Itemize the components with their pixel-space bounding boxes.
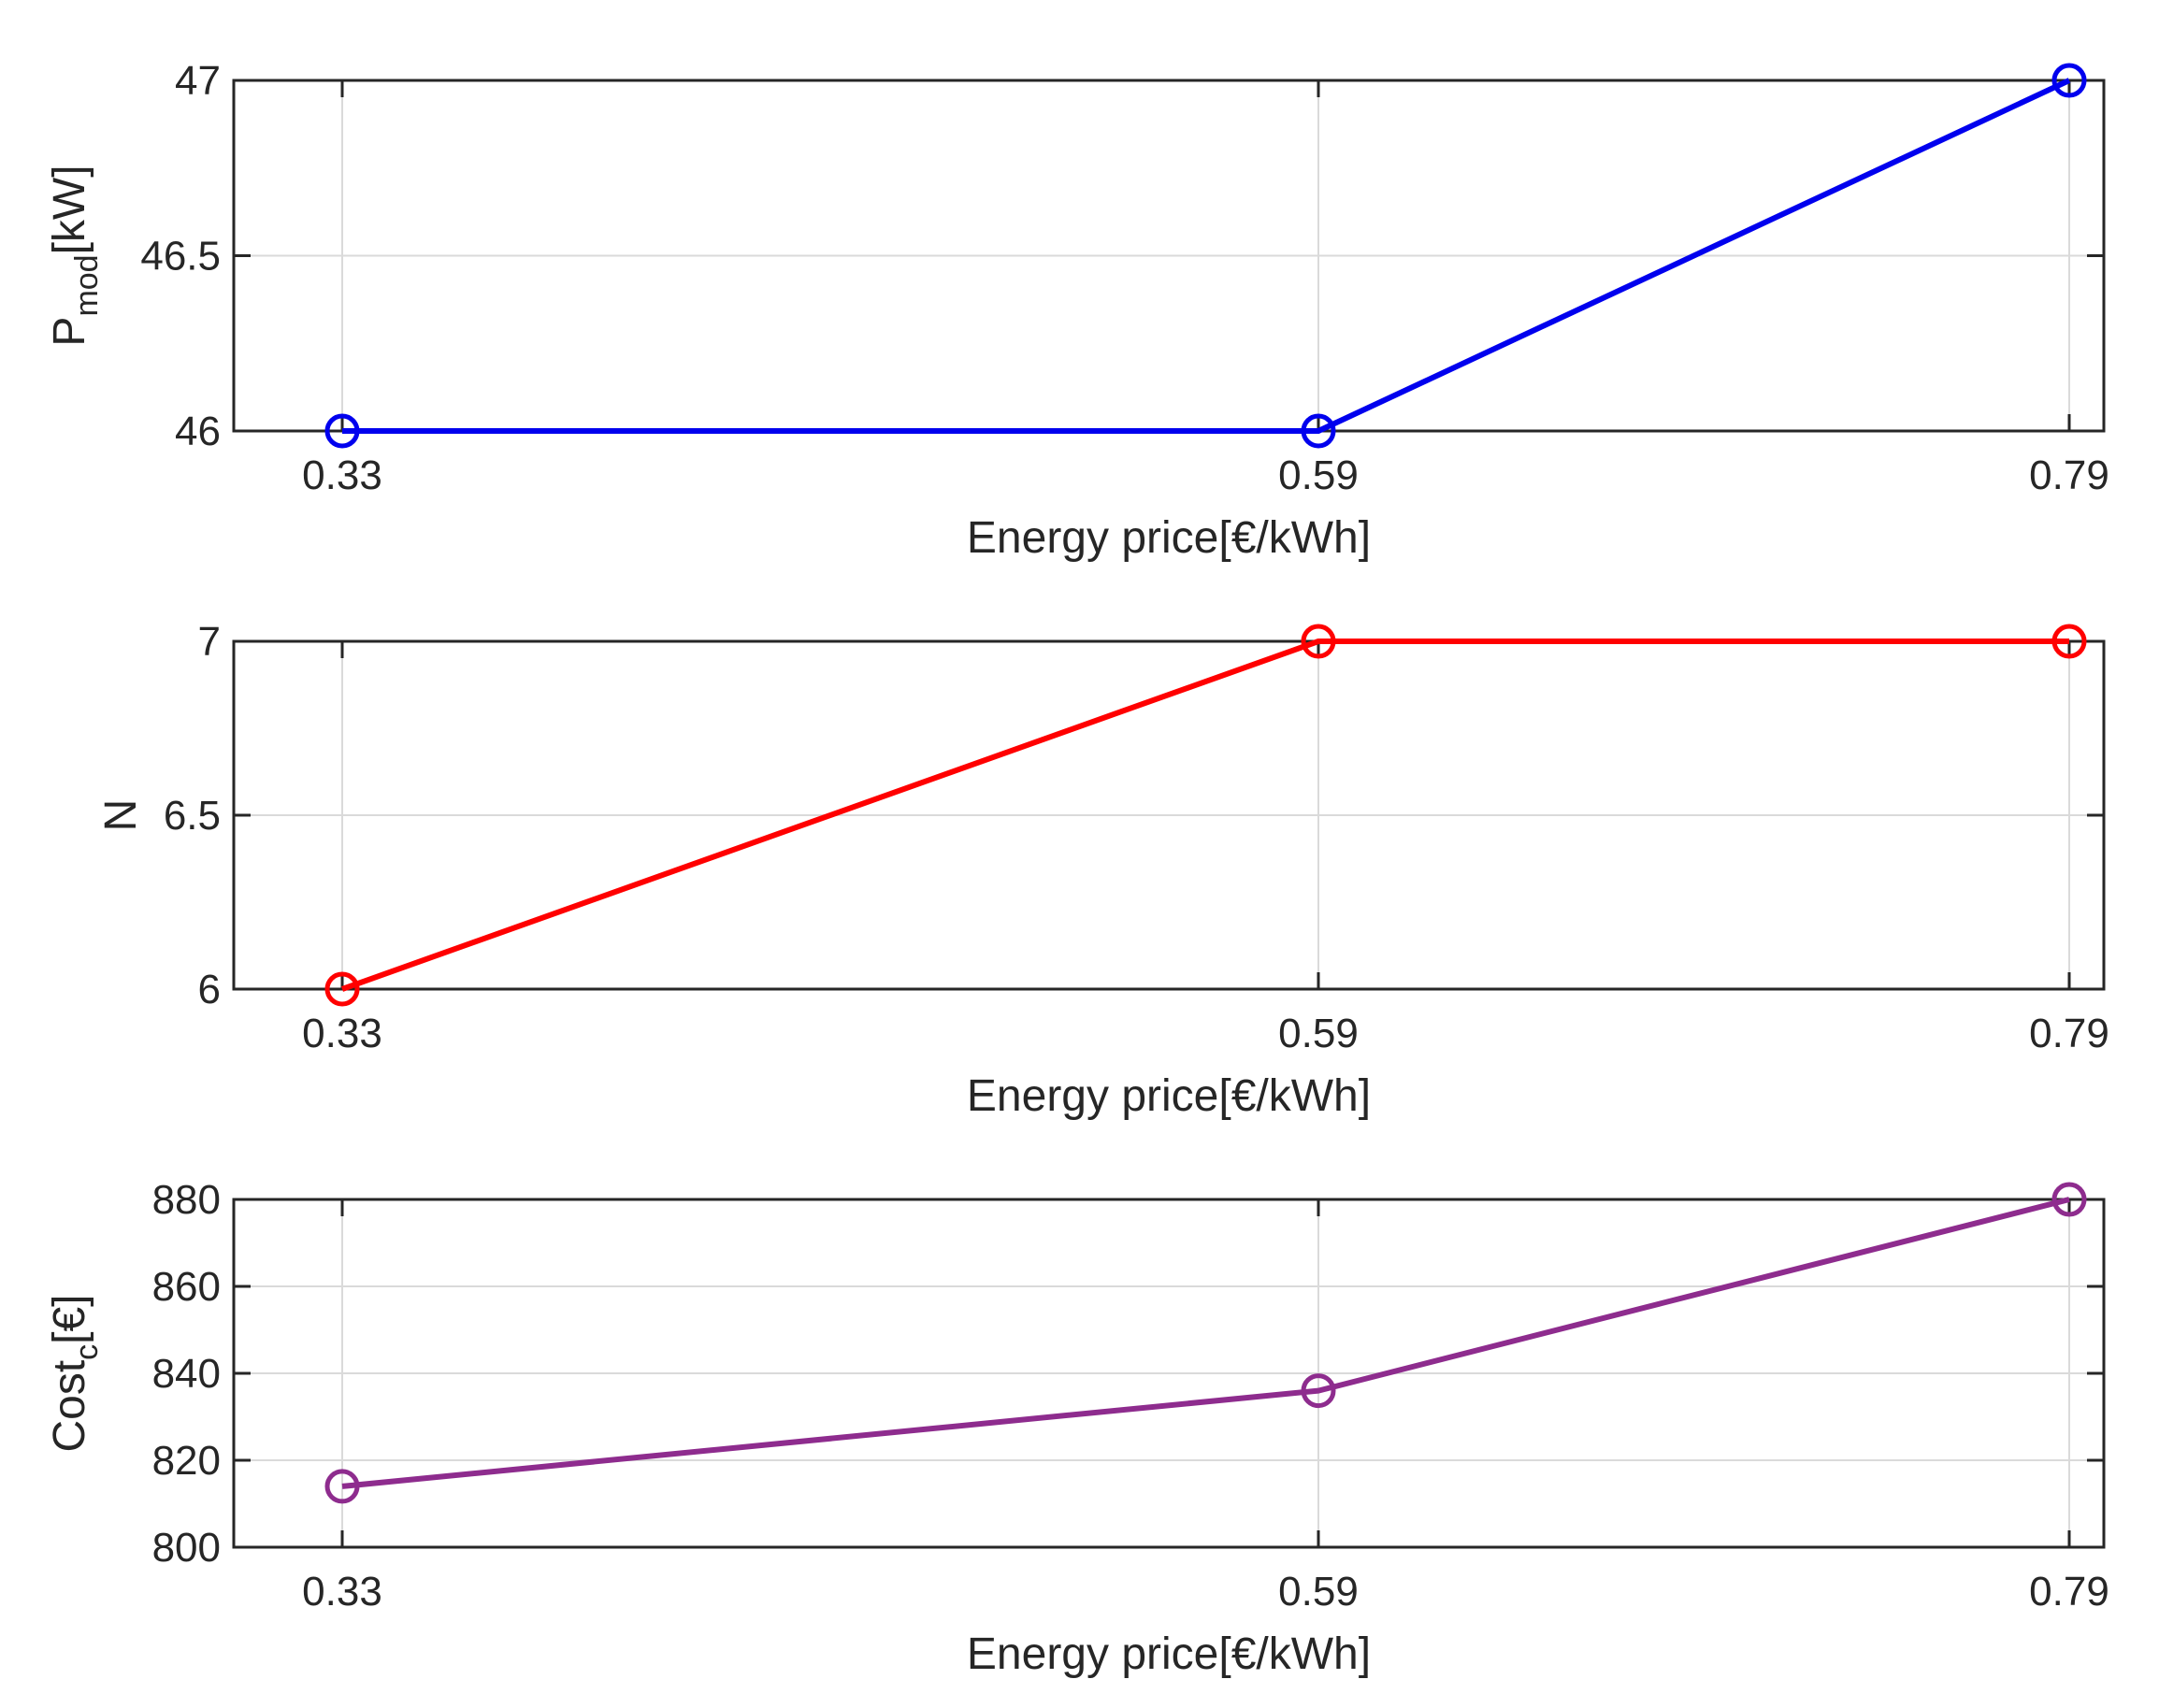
gridlines [234, 1198, 2104, 1548]
data-point-marker [324, 413, 360, 449]
x-axis-label: Energy price[€/kWh] [967, 513, 1371, 563]
subplot-2: 6 6.5 7 0.33 0.59 0.79 Energy price[€/kWh] N [96, 619, 2109, 1121]
y-tick-label: 46.5 [140, 234, 221, 280]
y-tick-label: 6.5 [164, 793, 221, 839]
y-axis-label-unit: [€] [45, 1294, 94, 1343]
series-line [341, 1197, 2070, 1489]
data-point-marker [2051, 63, 2087, 98]
x-tick-label: 0.33 [302, 1569, 382, 1615]
data-point-marker [324, 971, 360, 1007]
y-tick-label: 880 [152, 1177, 221, 1223]
data-point-marker [2051, 624, 2087, 659]
y-axis-label-subscript: mod [69, 254, 105, 316]
x-tick-label: 0.59 [1278, 1011, 1359, 1056]
y-tick-label: 47 [175, 58, 221, 104]
x-tick-label: 0.79 [2029, 452, 2109, 498]
x-axis-label: Energy price[€/kWh] [967, 1071, 1371, 1121]
y-tick-label: 860 [152, 1264, 221, 1310]
y-tick-label: 6 [198, 967, 221, 1012]
y-axis-label-unit: [kW] [45, 165, 94, 254]
data-point-marker [1301, 624, 1336, 659]
x-tick-label: 0.33 [302, 452, 382, 498]
y-axis-label-main: Cost [45, 1360, 94, 1453]
y-axis-label-subscript: c [69, 1344, 105, 1360]
y-axis-label: Costc[€] [45, 1294, 105, 1452]
y-tick-label: 7 [198, 619, 221, 665]
x-tick-label: 0.33 [302, 1011, 382, 1056]
x-tick-label: 0.59 [1278, 1569, 1359, 1615]
y-tick-label: 800 [152, 1525, 221, 1571]
y-axis-label: N [96, 799, 146, 832]
data-point-marker [1301, 1373, 1336, 1409]
data-point-marker [1301, 413, 1336, 449]
x-tick-label: 0.79 [2029, 1569, 2109, 1615]
series-line [342, 78, 2071, 434]
y-axis-label-main: P [45, 317, 94, 347]
y-tick-label: 46 [175, 409, 221, 454]
x-axis-label: Energy price[€/kWh] [967, 1629, 1371, 1679]
y-axis-label: Pmod[kW] [45, 165, 105, 346]
subplot-3: 800 820 840 860 880 0.33 0.59 0.79 Energy price[… [45, 1177, 2109, 1679]
y-axis-label-main: N [96, 799, 146, 832]
x-tick-label: 0.79 [2029, 1011, 2109, 1056]
gridlines [234, 79, 2104, 432]
data-point-marker [324, 1469, 360, 1504]
x-tick-label: 0.59 [1278, 452, 1359, 498]
data-point-marker [2051, 1182, 2087, 1217]
subplot-1: 46 46.5 47 0.33 0.59 0.79 Energy price[€/kWh] P… [45, 58, 2109, 563]
series-line [340, 639, 2069, 992]
y-tick-label: 840 [152, 1351, 221, 1397]
y-tick-label: 820 [152, 1438, 221, 1484]
